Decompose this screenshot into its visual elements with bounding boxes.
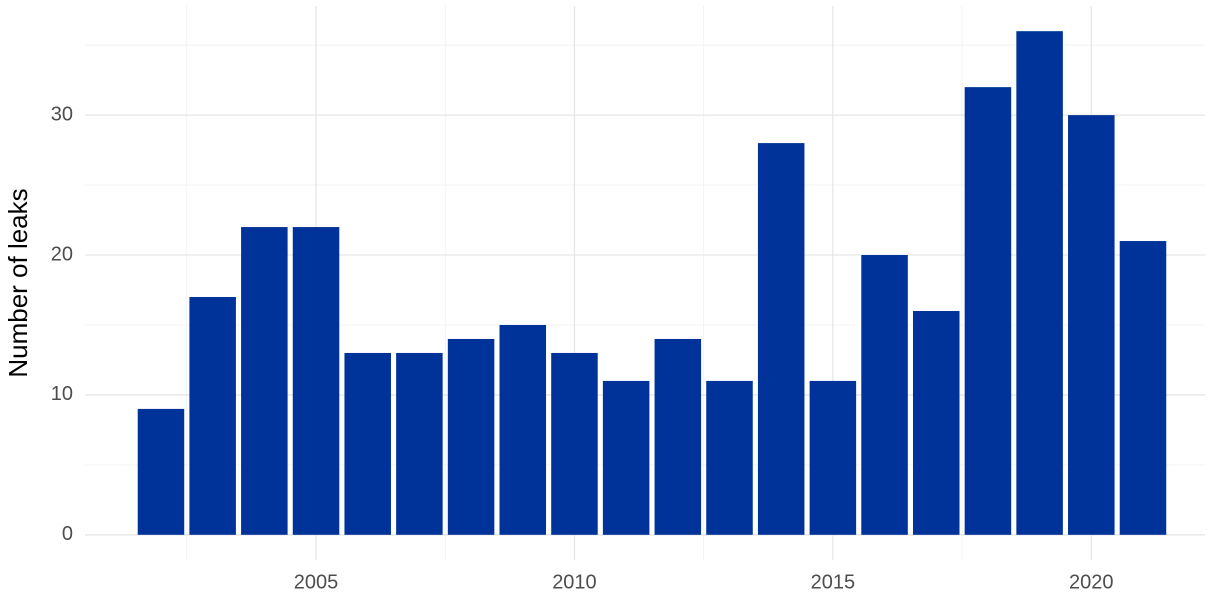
x-tick-label: 2005	[294, 571, 339, 593]
bar	[137, 408, 185, 535]
bar	[861, 255, 908, 535]
bar	[964, 87, 1012, 535]
x-tick-label: 2010	[552, 571, 597, 593]
y-tick-label: 20	[51, 243, 73, 265]
bar	[1068, 115, 1115, 535]
bar	[396, 352, 443, 535]
bar	[912, 310, 960, 535]
bar	[344, 352, 391, 535]
y-tick-label: 30	[51, 103, 73, 125]
bar	[602, 380, 650, 535]
bar	[1016, 31, 1063, 535]
bar	[809, 380, 857, 535]
bar	[241, 227, 288, 535]
bar	[706, 380, 753, 535]
bar	[499, 324, 547, 535]
y-tick-label: 10	[51, 383, 73, 405]
bar	[292, 227, 340, 535]
bar	[551, 352, 598, 535]
y-tick-label: 0	[62, 523, 73, 545]
bar	[447, 338, 495, 535]
bar	[757, 143, 805, 535]
x-tick-label: 2020	[1069, 571, 1114, 593]
y-axis-title: Number of leaks	[3, 188, 33, 377]
bar	[189, 296, 236, 535]
x-tick-label: 2015	[811, 571, 856, 593]
bar	[1119, 241, 1167, 535]
bar	[654, 338, 702, 535]
